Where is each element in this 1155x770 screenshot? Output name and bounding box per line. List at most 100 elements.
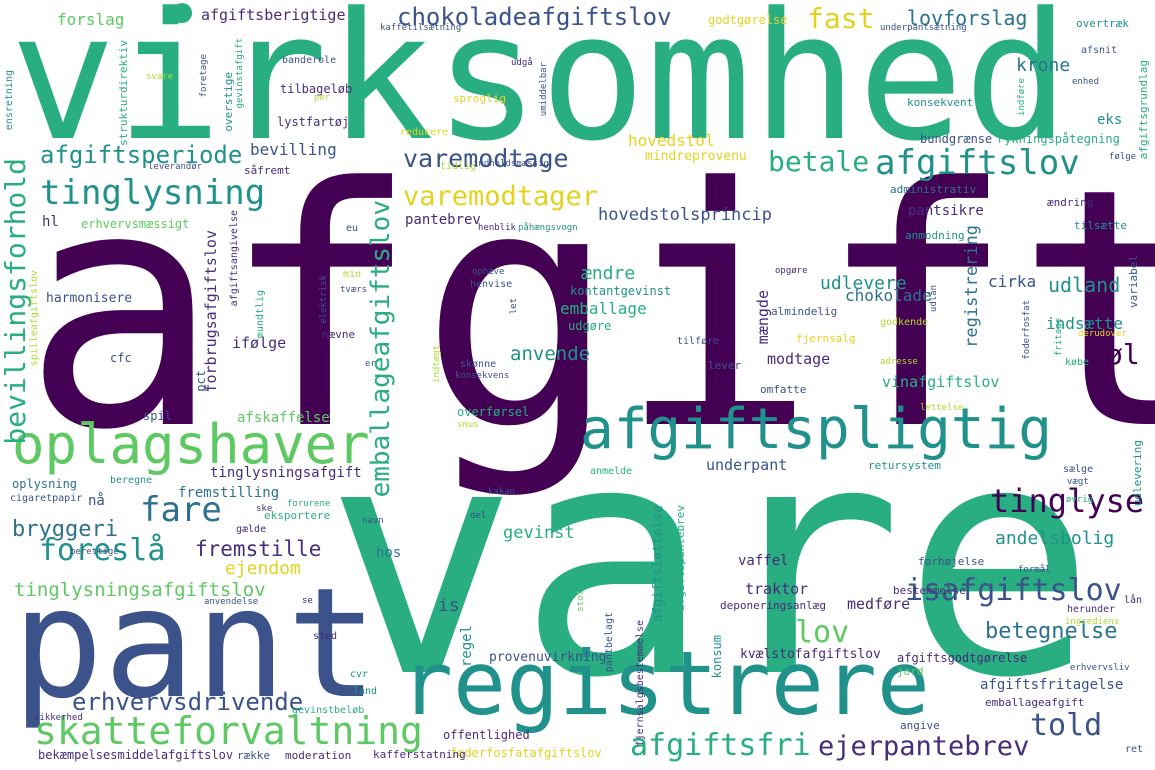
word: beregne — [110, 475, 153, 486]
word: registrering — [962, 225, 982, 348]
word: indføre — [1017, 78, 1027, 116]
word: bestemmelse — [893, 584, 966, 597]
word: øl — [1106, 338, 1140, 371]
word: bryggeri — [12, 517, 118, 542]
word: udland — [1048, 273, 1121, 297]
word: udgå — [511, 58, 533, 68]
word: cvr — [350, 669, 369, 680]
word: tidlig — [440, 161, 477, 172]
word: tinglysningsafgiftslov — [14, 579, 266, 601]
word: per — [314, 93, 331, 103]
word: sælge — [1063, 464, 1094, 475]
word: pantsikre — [908, 203, 984, 219]
word: afgiftsberigtige — [201, 6, 346, 24]
word: pct — [194, 370, 208, 392]
word: afgiftsgodtgørelse — [897, 651, 1028, 665]
word: hovedstolsprincip — [598, 205, 772, 225]
word: ifølge — [232, 334, 287, 352]
word: kakao — [488, 487, 516, 497]
word: vægt — [1067, 477, 1089, 487]
word: isafgiftslov — [905, 573, 1122, 608]
word: foretage — [199, 54, 209, 98]
word: variabel — [1127, 255, 1140, 308]
word: mundtlig — [255, 290, 266, 339]
word: overtræk — [1076, 17, 1129, 30]
word: foderfosfat — [1022, 300, 1032, 360]
word: omfatte — [760, 383, 807, 396]
word: udlevere — [820, 273, 907, 294]
word: bevilling — [250, 140, 337, 159]
word: række — [237, 749, 271, 762]
word: købe — [1065, 357, 1090, 368]
word: afsnit — [1081, 45, 1118, 56]
word: såfremt — [244, 164, 291, 177]
word: overførsel — [457, 405, 530, 419]
word: kafferstatning — [373, 748, 466, 761]
word: jord — [897, 665, 924, 678]
word: gevinst — [503, 523, 575, 543]
word: harmonisere — [46, 291, 133, 306]
word: nævne — [322, 328, 356, 341]
word: anmelde — [590, 466, 633, 477]
word: cigaretpapir — [10, 493, 83, 504]
word: oplagshaver — [12, 413, 370, 476]
word: betegnelse — [985, 619, 1118, 644]
word: underpant — [706, 456, 788, 474]
word: betale — [768, 145, 870, 178]
word: stof — [576, 590, 586, 612]
word: godtgørelse — [708, 13, 788, 27]
word: chokoladeafgiftslov — [397, 3, 672, 31]
word: afgiftslettelse — [651, 505, 666, 623]
word: afgiftslov — [875, 143, 1080, 183]
word: erhvervsdrivende — [72, 688, 304, 716]
word: lovforslag — [907, 6, 1028, 30]
word: anvende — [510, 343, 591, 365]
word: lystfartøj — [277, 115, 350, 129]
word: lever — [708, 359, 742, 372]
word: fremstille — [195, 537, 322, 561]
word: indsætte — [1046, 314, 1124, 333]
word: fritage — [1054, 318, 1064, 356]
word: lettelse — [920, 403, 964, 413]
word: tinglysningsafgift — [210, 465, 362, 481]
word: forurene — [287, 499, 331, 509]
word: derudover — [1078, 329, 1127, 339]
word: erhvervsliv — [1070, 663, 1130, 673]
word: forbrugsafgiftslov — [202, 230, 220, 393]
word: is — [438, 595, 460, 616]
word: vinafgiftslov — [882, 373, 1000, 391]
word: afgiftsgrundlag — [1137, 60, 1150, 160]
word: leverandør — [148, 162, 203, 172]
word: tinglyse — [990, 482, 1145, 520]
word: pant — [12, 555, 379, 732]
word: elektrisk — [319, 275, 329, 324]
word: fare — [140, 490, 222, 530]
word: fremstilling — [178, 485, 280, 501]
word: indholdsmæssig — [473, 159, 549, 169]
word: afgiftspligtig — [580, 397, 1053, 462]
word: konsekvens — [455, 371, 510, 381]
word: medføre — [847, 595, 911, 613]
word: tinglysning — [40, 173, 266, 213]
word: anmodning — [905, 229, 965, 242]
word: enhed — [1072, 77, 1100, 87]
word: oplysning — [12, 477, 78, 491]
word: emballage — [560, 299, 647, 318]
word: foderfosfatafgiftslov — [450, 746, 602, 760]
word: konsekvent — [907, 96, 974, 109]
word: underpantsætning — [880, 23, 967, 33]
word: kvælstofafgiftslov — [740, 647, 881, 662]
word: afgiftsperiode — [40, 141, 243, 169]
word: spilleafgiftslov — [29, 270, 40, 367]
word: lån — [1124, 595, 1143, 606]
word: fast — [807, 2, 875, 35]
word: varemodtager — [403, 181, 599, 212]
word: eks — [1097, 112, 1123, 128]
word: anvendelse — [204, 597, 259, 607]
word: retursystem — [868, 459, 941, 472]
word: gevinstbeløb — [292, 705, 365, 716]
word: regel — [459, 625, 475, 668]
word: modtage — [767, 350, 831, 368]
word: let — [509, 298, 519, 315]
